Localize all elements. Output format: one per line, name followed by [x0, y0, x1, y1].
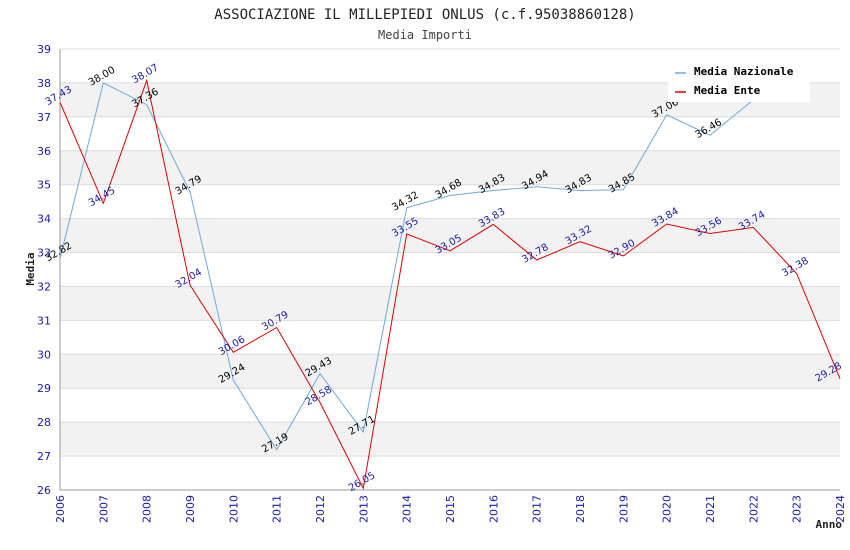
data-label-nazionale: 32.82 [44, 241, 74, 265]
y-tick-label: 35 [37, 179, 51, 192]
grid-band [60, 354, 840, 389]
data-label-ente: 34.45 [87, 185, 117, 209]
y-tick-label: 32 [37, 280, 51, 293]
x-tick-label: 2017 [531, 495, 544, 523]
x-tick-label: 2021 [704, 495, 717, 523]
data-label-nazionale: 34.32 [390, 190, 420, 214]
series-line-ente [59, 78, 841, 490]
y-tick-label: 34 [37, 213, 51, 226]
x-tick-labels: 2006 2007 2008 2009 2010 2011 2012 2013 2014 2015… [54, 495, 847, 523]
y-tick-labels: 26 27 28 29 30 31 32 33 34 35 36 37 38 39 [37, 43, 51, 497]
y-tick-label: 38 [37, 77, 51, 90]
grid-band [60, 286, 840, 321]
x-tick-label: 2016 [487, 495, 500, 523]
data-label-ente: 32.38 [780, 256, 810, 280]
grid-lines [60, 48, 840, 491]
y-tick-label: 29 [37, 382, 51, 395]
data-label-nazionale: 36.46 [694, 117, 724, 141]
x-tick-label: 2006 [54, 495, 67, 523]
y-tick-label: 28 [37, 416, 51, 429]
x-tick-label: 2023 [791, 495, 804, 523]
y-tick-label: 26 [37, 484, 51, 497]
x-tick-label: 2018 [574, 495, 587, 523]
legend-box [668, 60, 810, 102]
chart-title: ASSOCIAZIONE IL MILLEPIEDI ONLUS (c.f.95… [214, 7, 635, 23]
x-tick-label: 2015 [444, 495, 457, 523]
grid-bands [60, 82, 840, 457]
grid-band [60, 150, 840, 185]
x-tick-label: 2010 [227, 495, 240, 523]
y-tick-label: 30 [37, 348, 51, 361]
series-group [59, 78, 841, 490]
legend-label-ente: Media Ente [694, 84, 761, 97]
grid-band [60, 218, 840, 253]
x-tick-label: 2007 [97, 495, 110, 523]
y-tick-label: 39 [37, 43, 51, 56]
series-line-nazionale [59, 82, 754, 451]
x-tick-label: 2009 [184, 495, 197, 523]
grid-band [60, 422, 840, 457]
chart-subtitle: Media Importi [378, 28, 472, 42]
y-tick-label: 31 [37, 314, 51, 327]
y-tick-label: 27 [37, 450, 51, 463]
x-tick-label: 2022 [747, 495, 760, 523]
legend-label-nazionale: Media Nazionale [694, 65, 794, 78]
x-tick-label: 2011 [271, 495, 284, 523]
x-tick-label: 2024 [834, 495, 847, 523]
y-axis-label: Media [24, 252, 37, 285]
x-tick-label: 2019 [617, 495, 630, 523]
y-tick-label: 33 [37, 247, 51, 260]
y-tick-label: 37 [37, 111, 51, 124]
x-axis-label: Anno [816, 518, 843, 531]
x-tick-label: 2008 [141, 495, 154, 523]
x-tick-label: 2012 [314, 495, 327, 523]
x-tick-label: 2013 [357, 495, 370, 523]
x-tick-label: 2014 [401, 495, 414, 523]
x-tick-label: 2020 [661, 495, 674, 523]
legend: Media Nazionale Media Ente [668, 60, 810, 102]
y-tick-label: 36 [37, 145, 51, 158]
